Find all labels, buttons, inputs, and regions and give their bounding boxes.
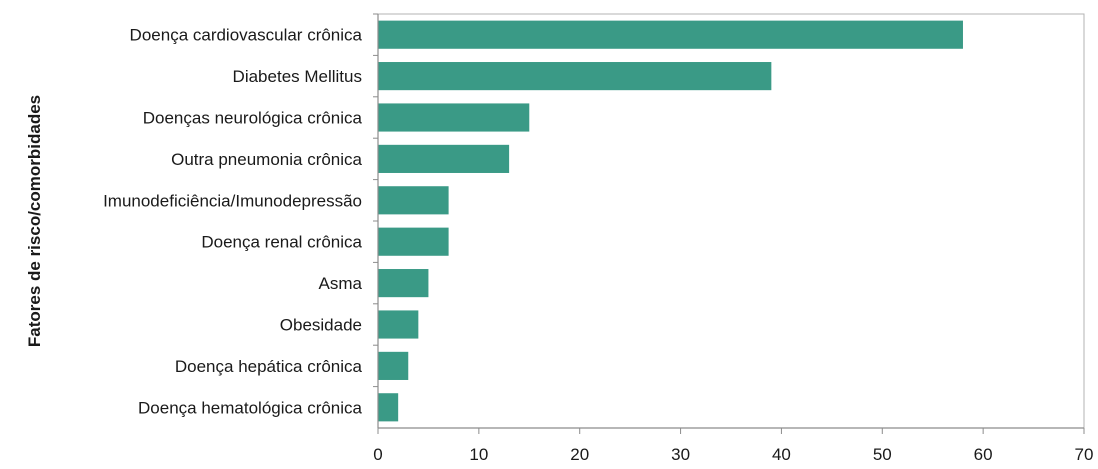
bar	[378, 393, 399, 422]
bar	[378, 103, 530, 132]
x-tick-label: 50	[873, 445, 892, 464]
x-tick-label: 20	[570, 445, 589, 464]
y-axis-title: Fatores de risco/comorbidades	[25, 95, 44, 347]
bar	[378, 186, 449, 215]
bar	[378, 269, 429, 298]
category-label: Doenças neurológica crônica	[143, 109, 363, 128]
category-label: Imunodeficiência/Imunodepressão	[103, 191, 362, 210]
category-label: Outra pneumonia crônica	[171, 150, 362, 169]
bars-group	[378, 20, 963, 422]
x-tick-label: 30	[671, 445, 690, 464]
bar	[378, 62, 772, 91]
bar	[378, 310, 419, 339]
x-tick-label: 40	[772, 445, 791, 464]
bar	[378, 351, 409, 380]
x-tick-label: 0	[373, 445, 382, 464]
category-label: Doença cardiovascular crônica	[130, 26, 363, 45]
category-label: Obesidade	[280, 316, 362, 335]
category-label: Doença hepática crônica	[175, 357, 363, 376]
x-axis: 0 10 20 30 40 50 60 70	[373, 427, 1094, 464]
category-label: Diabetes Mellitus	[233, 67, 362, 86]
x-tick-label: 60	[974, 445, 993, 464]
x-tick-label: 70	[1075, 445, 1094, 464]
bar	[378, 144, 510, 173]
category-labels-group: Doença cardiovascular crônica Diabetes Me…	[103, 13, 378, 417]
bar	[378, 20, 963, 49]
category-label: Doença hematológica crônica	[138, 398, 363, 417]
category-label: Asma	[319, 274, 363, 293]
x-tick-label: 10	[469, 445, 488, 464]
category-label: Doença renal crônica	[201, 233, 362, 252]
bar	[378, 227, 449, 256]
